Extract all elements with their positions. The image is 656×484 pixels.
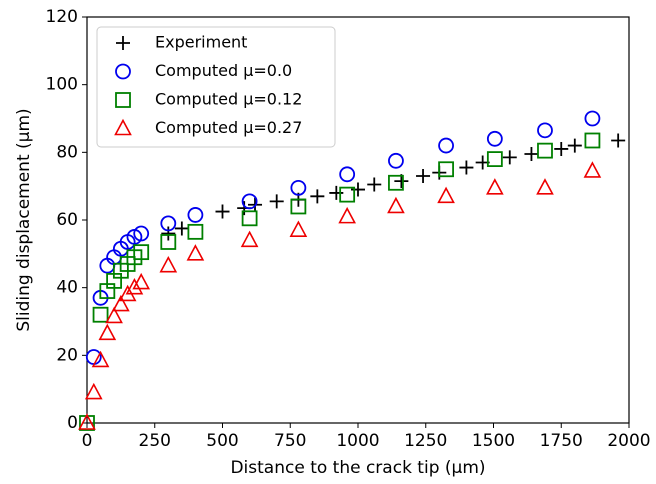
- x-tick-label: 500: [206, 431, 238, 451]
- square-marker: [187, 223, 204, 240]
- x-tick-label: 1000: [336, 431, 379, 451]
- square-marker: [486, 151, 503, 168]
- square-marker: [92, 306, 109, 323]
- plus-marker: [215, 204, 230, 219]
- triangle-marker: [78, 413, 96, 430]
- triangle-marker: [98, 323, 117, 341]
- triangle-marker: [132, 272, 151, 290]
- square-marker: [290, 198, 307, 215]
- series: [78, 161, 602, 430]
- triangle-marker: [84, 382, 103, 400]
- triangle-marker: [289, 220, 308, 237]
- plus-marker: [351, 182, 365, 197]
- plus-marker: [416, 169, 431, 184]
- circle-marker: [115, 63, 131, 80]
- square-marker: [584, 132, 601, 149]
- plus-marker: [269, 194, 284, 209]
- triangle-marker: [338, 206, 356, 224]
- plus-marker: [524, 147, 539, 162]
- x-tick-label: 2000: [607, 431, 650, 451]
- plus-marker: [116, 36, 130, 50]
- plus-marker: [367, 177, 382, 192]
- circle-marker: [486, 130, 503, 147]
- triangle-marker: [159, 255, 178, 273]
- triangle-marker: [583, 161, 602, 178]
- x-tick-label: 250: [139, 431, 171, 451]
- circle-marker: [290, 179, 307, 196]
- circle-marker: [133, 225, 150, 242]
- triangle-marker: [437, 186, 455, 204]
- legend-label: Experiment: [155, 33, 247, 52]
- x-tick-label: 750: [274, 431, 306, 451]
- triangle-marker: [486, 178, 504, 195]
- y-tick-label: 0: [67, 413, 78, 433]
- y-axis-label: Sliding displacement (µm): [14, 108, 34, 331]
- square-marker: [438, 161, 454, 178]
- triangle-marker: [105, 306, 123, 324]
- plus-marker: [554, 141, 569, 156]
- y-tick-label: 80: [56, 142, 78, 162]
- circle-marker: [187, 207, 204, 223]
- plus-marker: [502, 150, 517, 165]
- square-marker: [133, 244, 150, 261]
- plus-marker: [161, 226, 176, 241]
- circle-marker: [339, 166, 356, 183]
- series: [161, 133, 626, 241]
- x-tick-label: 1500: [472, 431, 515, 451]
- triangle-marker: [112, 294, 130, 312]
- circle-marker: [537, 122, 553, 139]
- plus-marker: [310, 189, 325, 204]
- y-tick-label: 60: [56, 210, 78, 230]
- plus-marker: [459, 160, 474, 175]
- plus-marker: [174, 221, 189, 236]
- circle-marker: [388, 152, 404, 169]
- x-axis-label: Distance to the crack tip (µm): [230, 458, 485, 478]
- plus-marker: [611, 133, 626, 148]
- square-marker: [388, 174, 404, 191]
- triangle-marker: [91, 350, 110, 368]
- y-tick-label: 20: [56, 345, 78, 365]
- legend-box: [96, 26, 336, 148]
- triangle-marker: [387, 196, 405, 214]
- triangle-marker: [125, 277, 144, 295]
- circle-marker: [241, 193, 258, 210]
- square-marker: [115, 92, 131, 108]
- legend-label: Computed μ=0.27: [155, 118, 302, 137]
- circle-marker: [584, 110, 601, 127]
- y-tick-label: 120: [46, 7, 78, 27]
- x-tick-label: 0: [82, 431, 93, 451]
- y-tick-label: 100: [46, 75, 78, 95]
- x-tick-label: 1750: [540, 431, 583, 451]
- square-marker: [339, 186, 356, 203]
- legend: Experiment Computed μ=0.0 Computed μ=0.12 C…: [96, 26, 336, 148]
- series: [85, 110, 601, 365]
- circle-marker: [160, 215, 177, 232]
- triangle-marker: [536, 178, 554, 195]
- triangle-marker: [186, 244, 205, 261]
- circle-marker: [438, 137, 454, 154]
- triangle-marker: [240, 230, 259, 248]
- series: [79, 132, 601, 431]
- legend-label: Computed μ=0.0: [155, 61, 292, 80]
- y-tick-label: 40: [56, 278, 78, 298]
- square-marker: [160, 234, 177, 250]
- plus-marker: [567, 138, 582, 153]
- legend-label: Computed μ=0.12: [155, 90, 302, 109]
- square-marker: [241, 210, 258, 227]
- x-tick-label: 1250: [404, 431, 447, 451]
- triangle-marker: [114, 118, 132, 136]
- square-marker: [537, 142, 553, 159]
